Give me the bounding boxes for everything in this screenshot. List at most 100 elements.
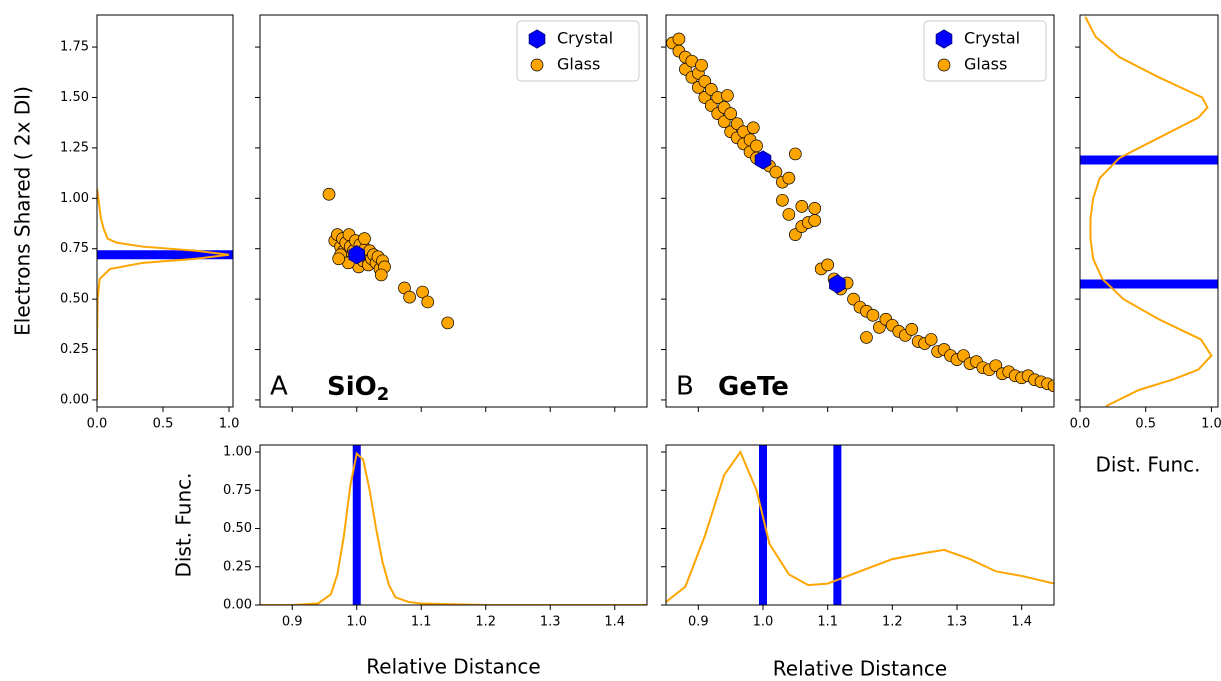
density-curve [666,449,1054,603]
x-tick-label: 1.3 [947,615,968,630]
axes-frame [259,444,648,606]
x-tick-label: 1.2 [475,615,496,630]
density-curve [97,188,230,400]
plot-area [1080,16,1218,407]
y-axis-label: Electrons Shared ( 2x DI) [11,86,35,336]
axes-frame [96,14,234,408]
glass-point [905,323,919,336]
glass-point [358,232,371,245]
crystal-point [348,245,366,265]
y-tick-label: 0.00 [223,598,252,613]
y-tick-label: 0.25 [223,559,252,574]
glass-point [695,58,708,72]
x-tick-label: 1.0 [1201,417,1221,432]
axes-frame [665,14,1055,408]
glass-point [374,268,388,282]
y-axis-label: Dist. Func. [172,472,196,577]
glass-point [332,252,346,266]
panel-label: A [270,372,288,402]
glass-point [322,187,336,201]
y-tick-label: 1.00 [223,445,252,460]
x-axis-label: Dist. Func. [1095,453,1200,477]
density-curve [260,451,647,605]
x-tick-label: 1.0 [346,615,367,630]
y-tick-label: 1.25 [60,140,89,155]
x-tick-label: 1.0 [219,417,240,432]
density-curve [1084,16,1213,407]
compound-name: GeTe [718,372,789,402]
plot-area [666,445,1054,605]
glass-point [782,208,796,221]
axes-frame [1079,14,1219,408]
glass-point [750,139,763,153]
y-tick-label: 0.50 [223,521,252,536]
y-tick-label: 1.50 [60,90,89,105]
glass-point [421,295,435,309]
x-tick-label: 1.0 [753,615,774,630]
glass-point [672,32,686,46]
glass-point [860,331,873,344]
x-tick-label: 0.5 [1135,417,1156,432]
legend-label: Glass [964,55,1007,74]
legend-label: Crystal [964,29,1020,48]
compound-subscript: 2 [377,384,390,405]
x-tick-label: 1.4 [604,615,625,630]
glass-point [866,308,880,322]
legend-box [923,20,1047,82]
y-tick-label: 0.50 [60,292,89,307]
x-tick-label: 1.4 [1011,615,1032,630]
x-axis-label: Relative Distance [773,657,947,681]
glass-point [746,121,760,135]
glass-point [937,58,951,72]
plot-area [666,32,1054,393]
y-tick-label: 0.00 [60,392,89,407]
glass-point [795,200,809,213]
glass-point [441,316,455,330]
crystal-point [754,150,772,170]
x-tick-label: 0.9 [282,615,303,630]
panel-label: B [676,372,694,402]
x-tick-label: 0.0 [1070,417,1091,432]
glass-point [1047,379,1054,393]
compound-name: SiO [327,372,377,402]
x-tick-label: 1.2 [882,615,903,630]
plot-area [260,445,647,605]
compound: SiO2 [327,372,389,406]
x-tick-label: 1.1 [411,615,432,630]
y-tick-label: 0.75 [60,241,89,256]
x-tick-label: 0.0 [87,417,108,432]
legend-box [516,20,640,82]
glass-point [724,107,738,120]
legend-label: Glass [557,55,600,74]
x-axis-label: Relative Distance [366,655,540,679]
y-tick-label: 1.75 [60,40,89,55]
compound: GeTe [718,372,789,402]
x-tick-label: 0.9 [688,615,709,630]
glass-point [788,147,802,161]
y-tick-label: 0.25 [60,342,89,357]
glass-point [808,214,822,227]
glass-point [776,193,789,207]
axes-frame [665,444,1055,606]
plot-area [322,187,455,330]
glass-point [808,202,822,215]
glass-point [721,89,734,102]
x-tick-label: 1.3 [540,615,561,630]
glass-point [924,333,938,346]
crystal-point [829,274,846,294]
glass-point [821,258,835,272]
glass-point [416,285,429,299]
x-tick-label: 1.1 [817,615,838,630]
glass-point [403,290,416,304]
crystal-point [935,29,953,49]
axes-frame [259,14,648,408]
plot-area [97,188,233,400]
y-tick-label: 0.75 [223,483,252,498]
crystal-point [528,29,546,49]
glass-point [782,171,796,185]
x-tick-label: 0.5 [153,417,174,432]
glass-point [769,165,783,179]
glass-point [530,58,544,72]
legend-label: Crystal [557,29,613,48]
